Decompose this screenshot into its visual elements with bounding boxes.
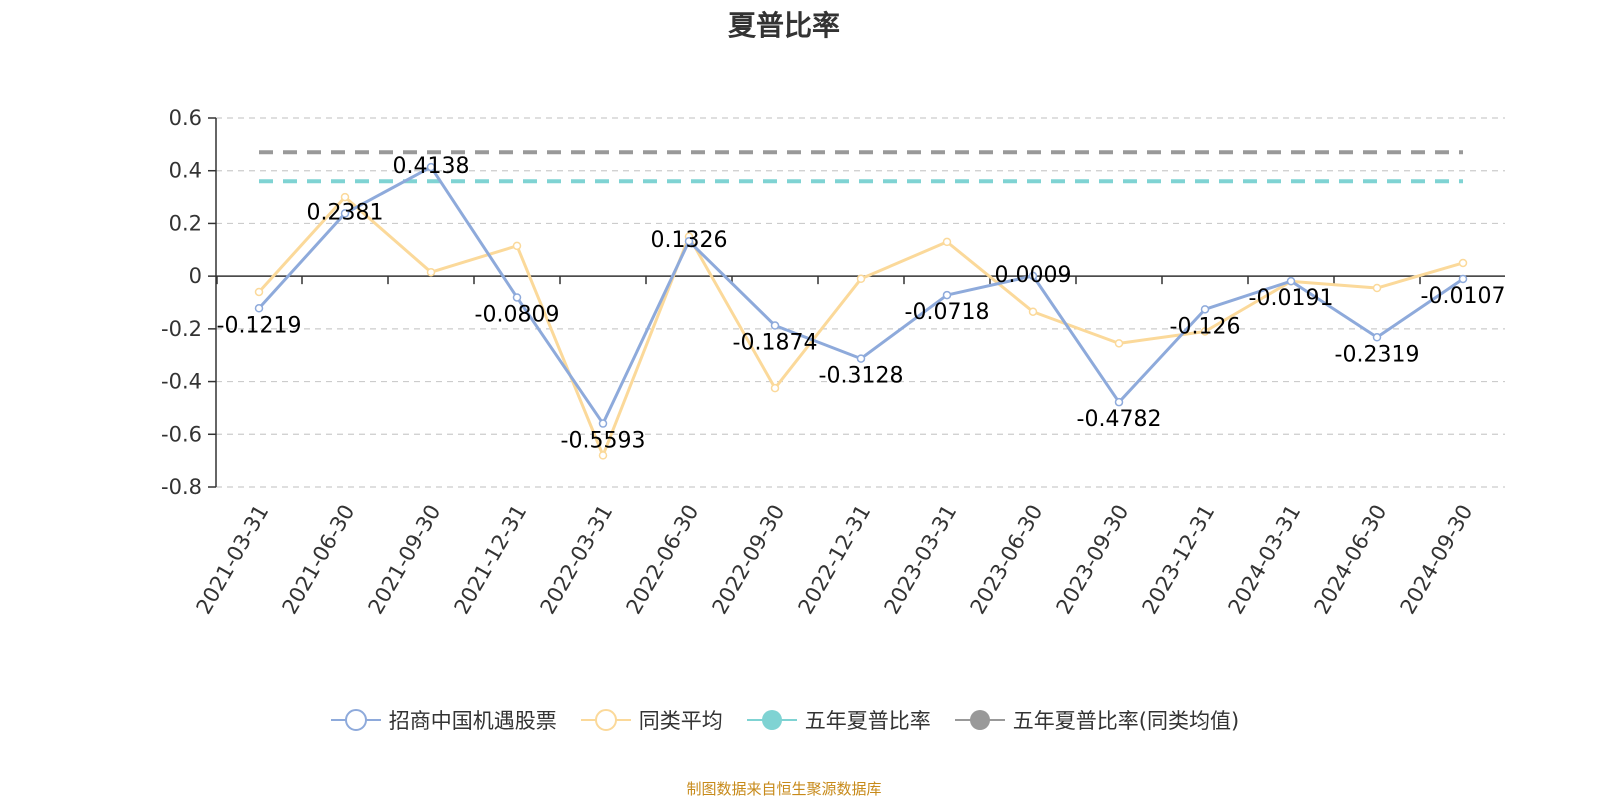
y-tick-label: -0.8	[161, 475, 202, 499]
data-label: 0.1326	[651, 228, 728, 253]
data-label: -0.0809	[475, 302, 560, 327]
data-label: -0.2319	[1335, 342, 1420, 367]
y-tick-label: -0.6	[161, 422, 202, 446]
x-tick-label: 2023-09-30	[1052, 501, 1134, 619]
y-tick-label: 0.4	[169, 159, 202, 183]
data-label: -0.5593	[561, 429, 646, 454]
data-point	[1458, 258, 1468, 268]
x-tick-label: 2021-03-31	[192, 501, 274, 619]
x-tick-label: 2022-09-30	[708, 501, 790, 619]
y-tick-label: 0	[189, 264, 202, 288]
source-note: 制图数据来自恒生聚源数据库	[686, 780, 882, 798]
data-point	[254, 287, 264, 297]
data-point	[1028, 271, 1038, 281]
y-tick-label: 0.6	[169, 106, 202, 130]
reference-lines	[259, 150, 1463, 184]
x-tick-label: 2024-03-31	[1224, 501, 1306, 619]
legend-dot-icon	[746, 710, 797, 730]
x-tick-label: 2021-12-31	[450, 501, 532, 619]
data-label: -0.0107	[1421, 284, 1506, 309]
data-point	[598, 451, 608, 460]
data-point	[254, 304, 264, 313]
data-point	[512, 241, 522, 251]
data-point	[942, 290, 952, 300]
x-tick-label: 2023-12-31	[1138, 501, 1220, 619]
data-point	[856, 274, 866, 284]
data-label: -0.0718	[905, 300, 990, 325]
series-layer	[254, 162, 1468, 460]
legend-label: 招商中国机遇股票	[388, 709, 557, 733]
data-point	[1114, 339, 1124, 348]
data-point	[340, 209, 350, 218]
x-tick-label: 2022-06-30	[622, 501, 704, 619]
legend-label: 五年夏普比率	[804, 709, 931, 733]
data-label: 0.4138	[393, 154, 470, 179]
data-point	[598, 419, 608, 428]
data-point	[1286, 276, 1296, 286]
x-tick-label: 2024-09-30	[1396, 501, 1478, 619]
data-label: -0.1219	[217, 313, 302, 338]
data-point	[340, 192, 350, 202]
data-point	[1200, 327, 1210, 336]
y-tick-label: 0.2	[169, 211, 202, 235]
data-label: -0.4782	[1077, 407, 1162, 432]
data-point	[684, 236, 694, 246]
x-tick-label: 2021-09-30	[364, 501, 446, 619]
data-point	[770, 321, 780, 330]
legend-item-peer-average[interactable]: 同类平均	[579, 705, 723, 735]
chart-title: 夏普比率	[727, 9, 840, 42]
x-tick-label: 2023-06-30	[966, 501, 1048, 619]
legend-dot-icon	[954, 710, 1005, 730]
data-point	[770, 383, 780, 393]
data-labels: -0.1219 0.2381 0.4138 -0.0809 -0.5593 0.1326 -…	[217, 154, 1506, 453]
legend-circle-icon	[580, 709, 631, 731]
data-point	[512, 293, 522, 302]
data-point	[1372, 333, 1382, 342]
data-label: 0.0009	[995, 263, 1072, 288]
legend-circle-icon	[330, 709, 381, 731]
legend: 招商中国机遇股票 同类平均 五年夏普比率 五年夏普比率(同类均值)	[0, 705, 1568, 735]
data-point	[1028, 307, 1038, 316]
data-point	[1200, 305, 1210, 314]
data-label: -0.1874	[733, 331, 818, 356]
series-line	[257, 195, 1464, 457]
data-point	[1372, 283, 1382, 293]
legend-item-five-year-peer[interactable]: 五年夏普比率(同类均值)	[953, 705, 1239, 735]
x-tick-label: 2022-12-31	[794, 501, 876, 619]
data-label: -0.3128	[819, 364, 904, 389]
legend-item-five-year[interactable]: 五年夏普比率	[745, 705, 931, 735]
x-tick-label: 2024-06-30	[1310, 501, 1392, 619]
data-label: -0.126	[1170, 314, 1241, 339]
x-tick-label: 2022-03-31	[536, 501, 618, 619]
legend-item-fund[interactable]: 招商中国机遇股票	[329, 705, 557, 735]
y-tick-label: -0.2	[161, 317, 202, 341]
data-label: -0.0191	[1249, 286, 1334, 311]
data-point	[426, 267, 436, 277]
data-point	[1458, 274, 1468, 284]
data-point	[942, 237, 952, 247]
legend-label: 五年夏普比率(同类均值)	[1012, 709, 1240, 733]
data-label: 0.2381	[307, 200, 384, 225]
data-point	[1114, 397, 1124, 407]
y-tick-label: -0.4	[161, 370, 202, 394]
x-tick-label: 2023-03-31	[880, 501, 962, 619]
data-point	[856, 354, 866, 363]
legend-label: 同类平均	[638, 709, 723, 733]
x-tick-label: 2021-06-30	[278, 501, 360, 619]
data-point	[426, 162, 436, 172]
